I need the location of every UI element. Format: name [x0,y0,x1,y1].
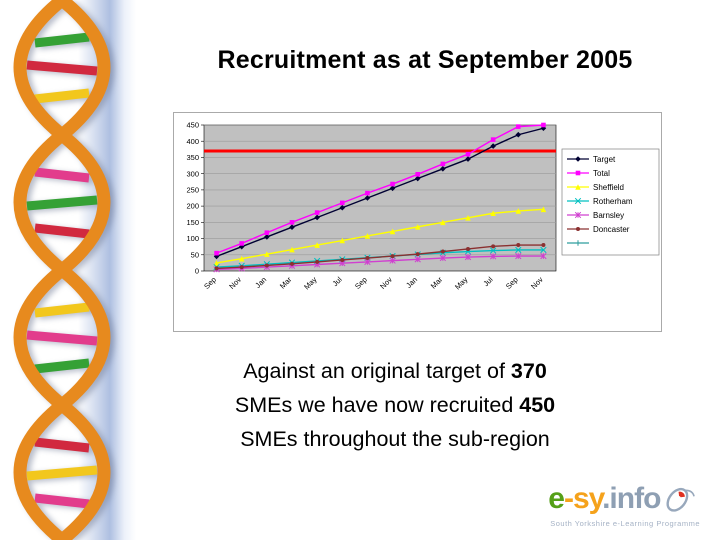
svg-text:Nov: Nov [529,275,545,291]
recruitment-chart: 0 50 100 150 200 250 300 350 400 450 Sep Nov Jan Mar M… [173,112,662,332]
logo-tagline: South Yorkshire e-Learning Programme [550,519,700,528]
body-text-line: SMEs we have now recruited 450 [234,393,556,417]
body-text-line: Against an original target of 370 [243,359,547,383]
svg-text:300: 300 [186,169,199,178]
recruitment-chart-svg: 0 50 100 150 200 250 300 350 400 450 Sep Nov Jan Mar M… [186,121,660,292]
svg-text:Nov: Nov [227,275,243,291]
esy-logo: e-sy.info South Yorkshire e-Learning Pro… [548,481,700,529]
esy-logo-text: e-sy.info [548,482,661,515]
svg-text:Sep: Sep [353,275,369,291]
page-title: Recruitment as at September 2005 [217,46,633,74]
svg-text:0: 0 [195,267,199,276]
svg-text:Sep: Sep [202,275,218,291]
svg-text:Nov: Nov [378,275,394,291]
dna-helix-icon [13,0,111,540]
svg-text:Jul: Jul [481,275,494,288]
svg-text:Jul: Jul [331,275,344,288]
svg-text:May: May [302,275,319,292]
body-text-line: SMEs throughout the sub-region [240,427,550,451]
svg-text:Barnsley: Barnsley [593,211,624,220]
svg-text:100: 100 [186,234,199,243]
svg-text:Sep: Sep [504,275,520,291]
svg-text:450: 450 [186,121,199,130]
svg-text:Rotherham: Rotherham [593,197,633,206]
svg-text:150: 150 [186,218,199,227]
svg-text:Mar: Mar [278,275,294,291]
svg-text:400: 400 [186,137,199,146]
svg-text:May: May [453,275,470,292]
svg-text:Total: Total [593,169,610,178]
svg-text:Doncaster: Doncaster [593,225,630,234]
body-text: Against an original target of 370 SMEs w… [110,354,680,456]
svg-text:Target: Target [593,155,616,164]
svg-text:Jan: Jan [404,275,419,290]
svg-text:250: 250 [186,185,199,194]
svg-text:350: 350 [186,153,199,162]
svg-text:Jan: Jan [253,275,268,290]
svg-text:50: 50 [191,250,199,259]
svg-text:Mar: Mar [429,275,445,291]
svg-text:200: 200 [186,202,199,211]
mouse-icon [666,487,696,512]
svg-text:Sheffield: Sheffield [593,183,624,192]
